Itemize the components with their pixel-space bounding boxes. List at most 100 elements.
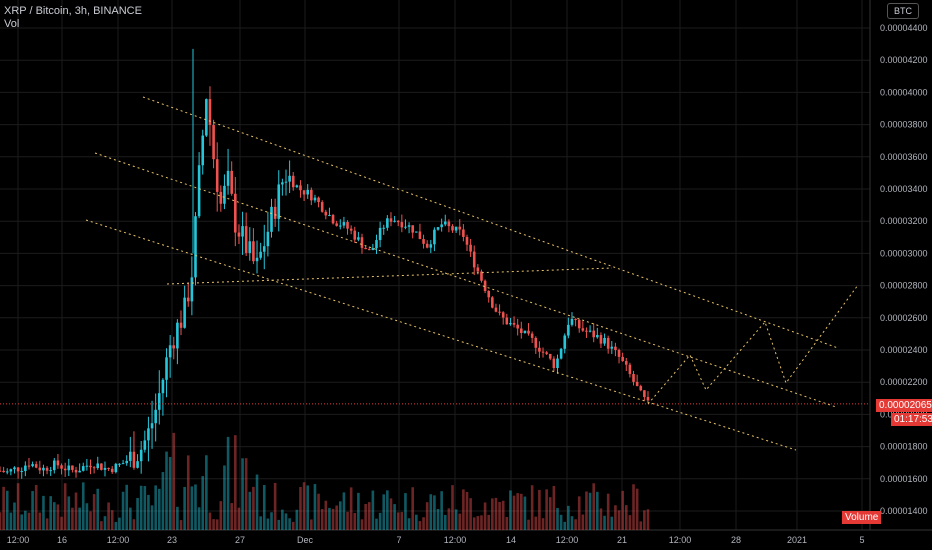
x-tick-label: 7: [396, 535, 401, 545]
volume-bar: [266, 518, 270, 530]
candle-body: [317, 197, 320, 203]
x-tick-label: 5: [859, 535, 864, 545]
volume-bar: [16, 483, 20, 530]
volume-bar: [299, 487, 302, 530]
volume-bar: [244, 458, 248, 530]
volume-bar: [541, 518, 545, 530]
volume-bar: [320, 508, 324, 530]
candle-body: [552, 358, 556, 369]
x-tick-label: 12:00: [444, 535, 467, 545]
candle-body: [411, 225, 414, 233]
x-tick-label: 16: [57, 535, 67, 545]
candle-body: [606, 337, 610, 349]
last-price-tag: 0.00002065: [876, 399, 932, 412]
volume-bar: [552, 485, 556, 530]
volume-bar: [71, 507, 74, 530]
volume-bar: [96, 488, 100, 530]
candle-body: [585, 330, 588, 332]
candle-body: [78, 470, 81, 473]
candle-body: [45, 467, 49, 471]
volume-bar: [63, 483, 67, 530]
volume-bar: [150, 505, 154, 530]
volume-bar: [31, 491, 34, 530]
volume-bar: [382, 494, 386, 530]
candle-body: [501, 312, 505, 318]
candle-body: [34, 464, 38, 468]
volume-bar: [635, 488, 639, 530]
candle-body: [480, 271, 483, 281]
candle-body: [400, 222, 404, 228]
candle-body: [190, 277, 194, 302]
candle-body: [107, 467, 110, 469]
volume-bar: [512, 495, 516, 530]
y-tick-label: 0.00001800: [880, 442, 928, 452]
candle-body: [643, 390, 646, 398]
candle-body: [491, 297, 494, 308]
candle-body: [610, 346, 614, 349]
candle-body: [451, 226, 454, 231]
candle-body: [534, 337, 538, 348]
candle-body: [244, 226, 248, 253]
volume-bar: [415, 514, 418, 530]
volume-bar: [291, 521, 295, 530]
currency-button[interactable]: BTC: [887, 3, 919, 19]
y-tick-label: 0.00004200: [880, 55, 928, 65]
candle-body: [396, 220, 400, 223]
candle-body: [646, 397, 650, 401]
candle-body: [183, 297, 186, 328]
candle-body: [577, 319, 581, 329]
candle-body: [100, 463, 103, 470]
volume-bar: [157, 488, 161, 530]
volume-tag: Volume: [842, 511, 882, 524]
candle-body: [469, 244, 472, 252]
volume-bar: [219, 501, 223, 530]
candle-body: [147, 428, 150, 441]
volume-bar: [49, 496, 52, 530]
candle-body: [570, 318, 574, 325]
volume-bar: [205, 455, 208, 530]
x-tick-label: 14: [506, 535, 516, 545]
volume-bar: [610, 516, 614, 530]
trend-line-middle: [94, 152, 837, 408]
candle-body: [313, 197, 317, 201]
volume-bar: [165, 451, 168, 530]
candle-body: [498, 311, 501, 313]
volume-bar: [429, 494, 433, 530]
y-tick-label: 0.00001600: [880, 474, 928, 484]
y-tick-label: 0.00003400: [880, 184, 928, 194]
volume-bar: [186, 455, 190, 530]
candle-body: [53, 460, 56, 471]
candle-body: [248, 241, 252, 253]
volume-bar: [624, 505, 628, 530]
candle-body: [74, 469, 78, 473]
candle-body: [389, 218, 393, 222]
candle-body: [291, 175, 295, 188]
candle-body: [252, 241, 255, 262]
volume-bar: [331, 508, 335, 530]
volume-bar: [588, 492, 592, 530]
volume-bar: [570, 516, 574, 530]
volume-bar: [78, 507, 81, 530]
volume-bar: [498, 501, 501, 530]
candle-body: [527, 330, 530, 334]
candle-body: [338, 225, 342, 227]
y-tick-label: 0.00003000: [880, 248, 928, 258]
candle-body: [16, 467, 20, 472]
candle-body: [259, 251, 262, 258]
volume-bar: [614, 505, 617, 530]
volume-bar: [469, 498, 472, 530]
candle-body: [505, 317, 509, 325]
candle-body: [545, 352, 548, 354]
volume-bar: [378, 512, 382, 530]
volume-bar: [603, 515, 606, 530]
candle-body: [270, 206, 273, 232]
volume-bar: [606, 493, 610, 530]
y-tick-label: 0.00003800: [880, 120, 928, 130]
volume-bar: [252, 486, 255, 530]
volume-bar: [179, 520, 183, 530]
candle-body: [353, 230, 357, 240]
candle-body: [230, 170, 233, 194]
candle-body: [418, 231, 422, 240]
